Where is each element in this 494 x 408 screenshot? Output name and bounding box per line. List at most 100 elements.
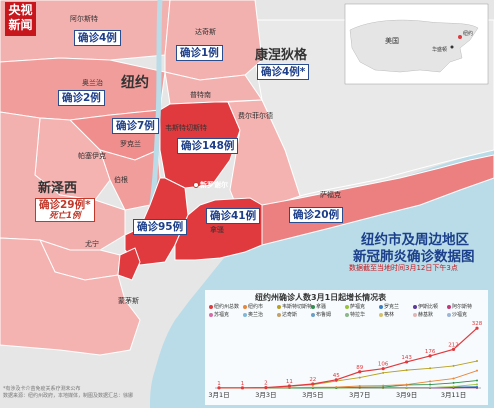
- data-label: 328: [472, 321, 483, 327]
- inset-city-label: 纽约: [463, 31, 474, 37]
- data-label: 11: [286, 379, 293, 385]
- data-label: 176: [425, 349, 436, 355]
- legend-item: 纽约州总数: [209, 303, 239, 310]
- data-point: [381, 367, 385, 371]
- legend-label: 韦斯特切斯特: [282, 304, 313, 310]
- data-point: [334, 378, 338, 382]
- logo-line2: 新闻: [8, 18, 33, 32]
- legend-item: 韦斯特切斯特: [277, 303, 312, 310]
- legend-label: 达奇斯: [282, 312, 298, 318]
- legend-label: 拿骚: [316, 304, 327, 310]
- data-label: 106: [378, 362, 389, 368]
- place-new-rochelle: 新罗谢尔: [200, 181, 228, 189]
- region-new-jersey-label: 新泽西: [38, 181, 78, 196]
- legend-label: 赫基默: [418, 312, 434, 318]
- legend-swatch: [277, 304, 281, 309]
- legend-label: 苏福克: [214, 312, 230, 318]
- count-dutchess: 确诊1例: [176, 45, 223, 61]
- data-point: [358, 376, 361, 379]
- place-orange: 奥兰治: [82, 79, 103, 87]
- legend-item: 苏福克: [209, 311, 229, 318]
- new-rochelle-marker: [193, 182, 199, 188]
- title-line1: 纽约市及周边地区: [361, 232, 469, 248]
- legend-item: 拿骚: [311, 303, 326, 310]
- title-note: 数据截至当地时间3月12日下午3点: [349, 264, 458, 272]
- legend-label: 奥兰治: [248, 312, 264, 318]
- legend-label: 格林: [384, 312, 395, 318]
- staten-island: [117, 247, 141, 281]
- data-label: 22: [309, 377, 316, 383]
- count-nyc: 确诊95例: [133, 219, 188, 235]
- legend-label: 纽约市: [248, 304, 264, 310]
- legend-swatch: [277, 312, 281, 317]
- inset-dc-dot: [450, 45, 454, 49]
- data-point: [476, 385, 478, 388]
- legend-swatch: [379, 304, 383, 309]
- legend-item: 格林: [379, 311, 394, 318]
- legend-item: 布鲁姆: [311, 311, 331, 318]
- legend-item: 纽约市: [243, 303, 263, 310]
- legend-swatch: [447, 304, 451, 309]
- place-suffolk: 萨福克: [320, 191, 341, 199]
- place-monmouth: 蒙茅斯: [118, 297, 139, 305]
- legend-item: 萨福克: [345, 303, 365, 310]
- place-nassau: 拿骚: [210, 226, 224, 234]
- x-tick-label: 3月9日: [396, 391, 417, 399]
- legend-label: 特拉华: [350, 312, 366, 318]
- data-label: 2: [264, 381, 268, 387]
- data-label: 1: [217, 381, 221, 387]
- count-orange: 确诊2例: [58, 90, 105, 106]
- count-new-jersey-deaths: 死亡1例: [49, 211, 81, 221]
- data-point: [311, 386, 314, 389]
- data-point: [358, 384, 361, 387]
- chart-panel: 纽约州确诊人数3月1日起增长情况表 纽约州总数 纽约市 韦斯特切斯特 拿骚 萨福克 罗克兰…: [205, 290, 488, 405]
- footnote-line2: 数据来源：纽约州政府，本地媒体，制图及数据汇总：徐娜: [3, 393, 134, 399]
- data-point: [428, 354, 432, 358]
- data-label: 143: [401, 355, 412, 361]
- place-westchester: 韦斯特切斯特: [165, 124, 207, 132]
- count-nassau: 确诊41例: [206, 208, 261, 224]
- data-point: [382, 384, 385, 387]
- data-point: [240, 386, 245, 390]
- data-label: 89: [356, 365, 363, 371]
- legend-item: 特拉华: [345, 311, 365, 318]
- data-point: [382, 371, 385, 374]
- count-ulster: 确诊4例: [74, 30, 121, 46]
- data-label: 45: [333, 373, 340, 379]
- data-label: 1: [241, 381, 245, 387]
- legend-item: 达奇斯: [277, 311, 297, 318]
- count-new-jersey: 确诊29例* 死亡1例: [35, 198, 95, 222]
- legend-label: 纽约州总数: [214, 304, 240, 310]
- legend-label: 阿尔斯特: [452, 304, 473, 310]
- legend-swatch: [379, 312, 383, 317]
- legend-swatch: [413, 312, 417, 317]
- data-point: [476, 369, 478, 372]
- data-point: [452, 381, 455, 384]
- data-label: 212: [448, 342, 459, 348]
- region-nyc-label: 纽约: [121, 75, 149, 91]
- place-fairfield: 费尔菲尔德: [238, 112, 273, 120]
- data-point: [451, 347, 456, 351]
- legend-swatch: [311, 304, 315, 309]
- x-tick-label: 3月7日: [349, 391, 370, 399]
- dutchess-region: [164, 0, 263, 81]
- data-point: [429, 386, 432, 389]
- title-line2: 新冠肺炎确诊数据图: [353, 249, 475, 265]
- legend-item: 沙福克: [447, 311, 467, 318]
- count-new-jersey-cases: 确诊29例*: [39, 199, 91, 211]
- data-point: [476, 383, 478, 386]
- legend-label: 沙福克: [452, 312, 468, 318]
- place-ulster: 阿尔斯特: [70, 15, 98, 23]
- chart-legend: 纽约州总数 纽约市 韦斯特切斯特 拿骚 萨福克 罗克兰 伊斯比顿 阿尔斯特 苏福克 奥兰治 达奇斯 布…: [209, 303, 484, 323]
- data-point: [476, 360, 478, 363]
- data-point: [429, 380, 432, 383]
- legend-swatch: [209, 304, 213, 309]
- data-point: [405, 383, 408, 386]
- place-passaic: 帕塞伊克: [78, 152, 106, 160]
- region-connecticut-label: 康涅狄格: [255, 48, 308, 63]
- legend-label: 伊斯比顿: [418, 304, 439, 310]
- count-connecticut: 确诊4例*: [257, 64, 310, 80]
